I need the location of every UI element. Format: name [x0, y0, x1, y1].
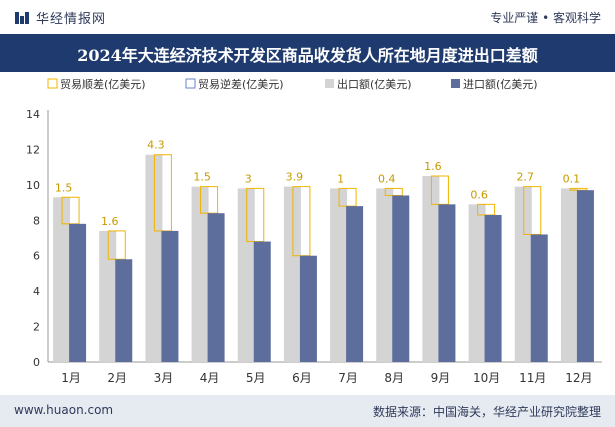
y-tick-label: 14 — [26, 108, 40, 121]
brand-tagline: 专业严谨 • 客观科学 — [490, 11, 601, 25]
x-tick-label: 5月 — [246, 371, 266, 385]
x-tick-label: 7月 — [338, 371, 358, 385]
data-label-surplus: 0.6 — [470, 188, 488, 201]
y-tick-label: 12 — [26, 143, 40, 156]
x-tick-label: 10月 — [473, 371, 500, 385]
legend-label-export: 出口额(亿美元) — [337, 77, 412, 91]
x-tick-label: 1月 — [61, 371, 81, 385]
bar-export — [191, 186, 209, 362]
bar-import — [207, 213, 225, 362]
y-tick-label: 0 — [33, 356, 40, 369]
y-tick-label: 4 — [33, 285, 40, 298]
bar-export — [422, 176, 440, 362]
title-band — [0, 34, 615, 72]
bar-import — [69, 223, 87, 362]
data-label-surplus: 1.5 — [55, 181, 73, 194]
x-tick-label: 3月 — [154, 371, 174, 385]
bar-import — [438, 204, 456, 362]
footer-bar — [0, 395, 615, 427]
x-tick-label: 12月 — [565, 371, 592, 385]
bar-import — [115, 259, 133, 362]
bar-export — [514, 186, 532, 362]
legend-label-import: 进口额(亿美元) — [463, 78, 538, 91]
data-label-surplus: 3.9 — [286, 171, 304, 184]
footer-website: www.huaon.com — [14, 403, 114, 417]
chart-area: 贸易顺差(亿美元) 贸易逆差(亿美元) 出口额(亿美元) 进口额(亿美元) 0 2… — [26, 77, 602, 385]
bar-import — [530, 234, 548, 362]
bar-export — [330, 188, 348, 362]
x-tick-label: 9月 — [431, 371, 451, 385]
x-tick-label: 2月 — [107, 371, 127, 385]
data-label-surplus: 0.4 — [378, 172, 396, 185]
brand-logo-icon — [15, 12, 29, 24]
bar-export — [145, 154, 163, 362]
data-label-surplus: 4.3 — [147, 139, 165, 152]
bar-import — [576, 190, 594, 362]
y-tick-label: 10 — [26, 179, 40, 192]
chart-title: 2024年大连经济技术开发区商品收发货人所在地月度进出口差额 — [77, 46, 538, 65]
x-tick-label: 11月 — [519, 371, 546, 385]
bar-export — [283, 186, 301, 362]
legend-label-surplus: 贸易顺差(亿美元) — [60, 77, 146, 91]
x-tick-label: 8月 — [384, 371, 404, 385]
bar-import — [484, 214, 502, 362]
bar-export — [99, 230, 117, 362]
data-label-surplus: 2.7 — [517, 171, 535, 184]
bar-export — [376, 188, 394, 362]
data-label-surplus: 1.5 — [193, 171, 211, 184]
legend-swatch-deficit — [185, 78, 196, 89]
top-bar: 华经情报网 专业严谨 • 客观科学 — [0, 0, 615, 34]
footer-source: 数据来源：中国海关，华经产业研究院整理 — [372, 405, 601, 419]
legend-label-deficit: 贸易逆差(亿美元) — [198, 77, 284, 91]
legend-swatch-export — [325, 79, 334, 88]
bar-export — [468, 204, 486, 362]
x-tick-label: 6月 — [292, 371, 312, 385]
data-label-surplus: 1 — [337, 172, 344, 185]
x-tick-label: 4月 — [200, 371, 220, 385]
data-label-surplus: 1.6 — [101, 215, 119, 228]
legend: 贸易顺差(亿美元) 贸易逆差(亿美元) 出口额(亿美元) 进口额(亿美元) — [47, 77, 538, 91]
bar-import — [392, 195, 410, 362]
bar-import — [161, 230, 179, 362]
data-label-surplus: 1.6 — [424, 160, 442, 173]
bar-surplus — [153, 154, 172, 232]
y-tick-label: 8 — [33, 214, 40, 227]
bar-export — [560, 188, 578, 362]
bar-export — [53, 197, 71, 362]
bar-import — [299, 255, 317, 362]
bar-surplus — [477, 203, 496, 216]
bar-import — [346, 206, 364, 362]
bar-import — [253, 241, 271, 362]
data-label-surplus: 3 — [245, 172, 252, 185]
legend-swatch-surplus — [47, 78, 58, 89]
y-tick-label: 2 — [33, 321, 40, 334]
bar-export — [237, 188, 255, 362]
y-tick-label: 6 — [33, 250, 40, 263]
brand-name: 华经情报网 — [36, 12, 107, 27]
legend-swatch-import — [451, 79, 460, 88]
data-label-surplus: 0.1 — [563, 172, 581, 185]
